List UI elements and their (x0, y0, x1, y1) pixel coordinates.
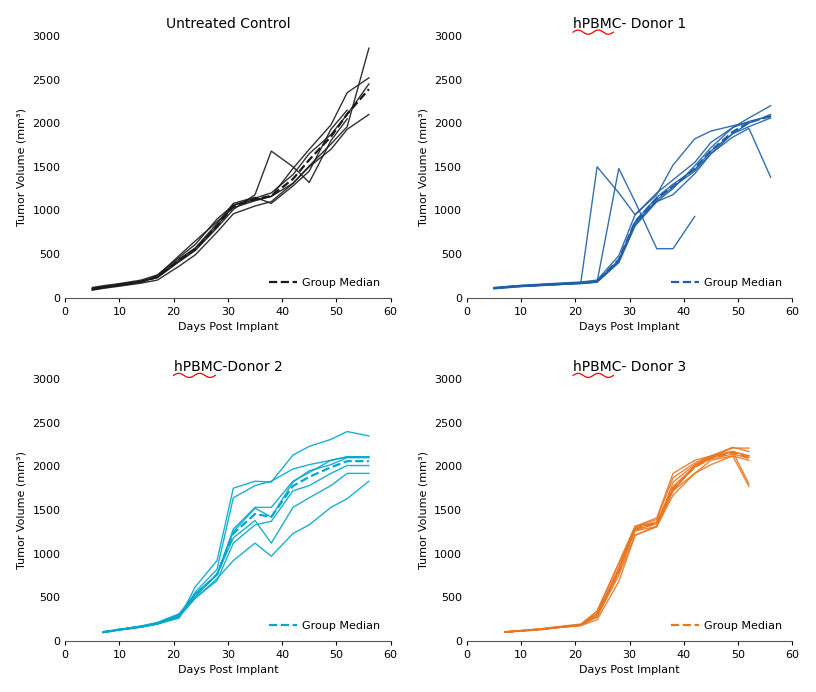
X-axis label: Days Post Implant: Days Post Implant (178, 322, 278, 332)
Title: hPBMC- Donor 1: hPBMC- Donor 1 (573, 17, 686, 30)
Title: hPBMC-Donor 2: hPBMC-Donor 2 (174, 360, 282, 374)
X-axis label: Days Post Implant: Days Post Implant (579, 665, 680, 675)
Y-axis label: Tumor Volume (mm³): Tumor Volume (mm³) (419, 451, 428, 569)
Y-axis label: Tumor Volume (mm³): Tumor Volume (mm³) (16, 451, 27, 569)
Title: Untreated Control: Untreated Control (166, 17, 290, 30)
Legend: Group Median: Group Median (667, 617, 787, 635)
X-axis label: Days Post Implant: Days Post Implant (178, 665, 278, 675)
Title: hPBMC- Donor 3: hPBMC- Donor 3 (573, 360, 686, 374)
Legend: Group Median: Group Median (264, 273, 385, 292)
Legend: Group Median: Group Median (264, 617, 385, 635)
X-axis label: Days Post Implant: Days Post Implant (579, 322, 680, 332)
Legend: Group Median: Group Median (667, 273, 787, 292)
Y-axis label: Tumor Volume (mm³): Tumor Volume (mm³) (419, 108, 428, 226)
Y-axis label: Tumor Volume (mm³): Tumor Volume (mm³) (16, 108, 27, 226)
